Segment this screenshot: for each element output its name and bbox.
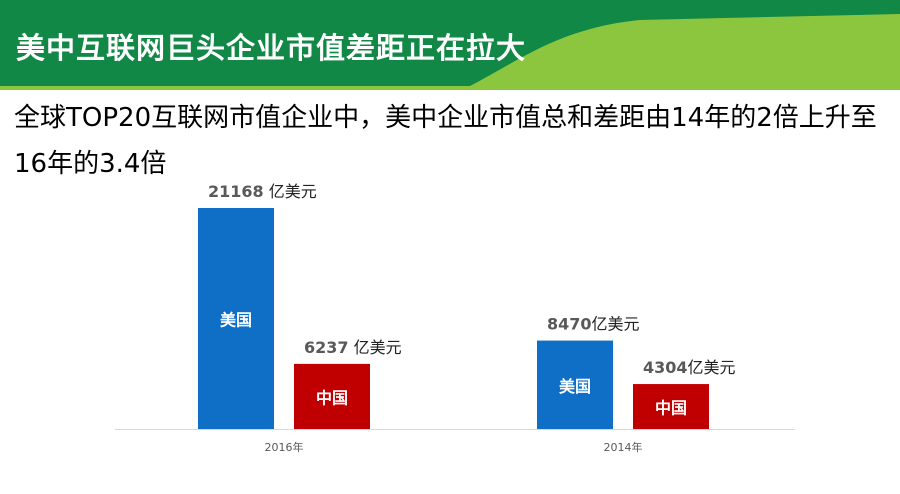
page-title: 美中互联网巨头企业市值差距正在拉大 xyxy=(16,31,527,65)
bar-value-label: 6237 亿美元 xyxy=(304,338,402,357)
bar-china-1 xyxy=(633,384,709,429)
bar-value-label: 21168 亿美元 xyxy=(208,182,317,201)
bar-usa-1 xyxy=(537,340,613,429)
chart-subtitle: 全球TOP20互联网市值企业中，美中企业市值总和差距由14年的2倍上升至16年的… xyxy=(14,103,877,179)
bar-series-label: 美国 xyxy=(220,311,252,330)
bar-series-label: 中国 xyxy=(316,388,348,407)
x-tick-label: 2014年 xyxy=(604,440,643,454)
x-tick-label: 2016年 xyxy=(265,440,304,454)
bar-value-label: 4304亿美元 xyxy=(643,358,736,377)
bar-series-label: 中国 xyxy=(655,399,687,418)
bar-value-label: 8470亿美元 xyxy=(547,315,640,334)
header-banner: 美中互联网巨头企业市值差距正在拉大 xyxy=(0,0,900,90)
bar-usa-0 xyxy=(198,208,274,429)
header-background xyxy=(0,0,900,90)
bar-series-label: 美国 xyxy=(559,377,591,396)
bar-china-0 xyxy=(294,363,370,429)
